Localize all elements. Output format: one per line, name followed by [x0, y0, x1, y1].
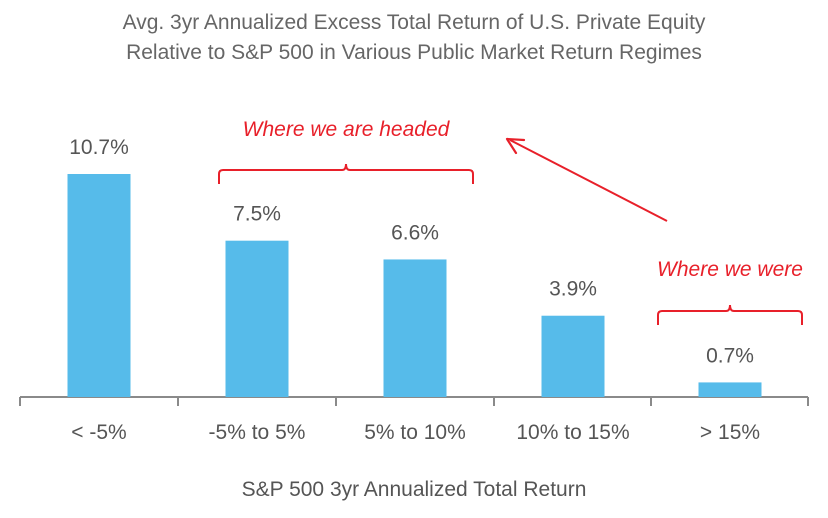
data-label: 10.7%: [69, 136, 129, 159]
bar: [541, 315, 605, 397]
bracket-where-we-are-headed: [218, 163, 474, 184]
bar: [383, 259, 447, 397]
x-tick-label: > 15%: [700, 421, 760, 444]
bracket-where-we-were: [657, 304, 803, 325]
x-axis-label: S&P 500 3yr Annualized Total Return: [241, 478, 587, 501]
annotation-where-we-were: Where we were: [657, 258, 803, 281]
annotation-where-we-are-headed: Where we are headed: [243, 118, 451, 141]
chart-title-line-1: Avg. 3yr Annualized Excess Total Return …: [122, 11, 706, 34]
bar: [67, 174, 131, 397]
annotation-arrow: [509, 139, 668, 222]
x-tick-label: -5% to 5%: [209, 421, 306, 444]
data-label: 6.6%: [391, 221, 439, 244]
chart-title: Avg. 3yr Annualized Excess Total Return …: [0, 8, 828, 68]
x-tick-label: < -5%: [71, 421, 126, 444]
arrow-head: [505, 137, 526, 155]
chart-title-line-2: Relative to S&P 500 in Various Public Ma…: [126, 41, 702, 64]
bar: [698, 382, 762, 397]
x-tick-label: 10% to 15%: [516, 421, 629, 444]
bar: [225, 240, 289, 397]
data-label: 7.5%: [233, 203, 281, 226]
data-label: 3.9%: [549, 278, 597, 301]
bar-chart: 10.7% < -5% 7.5% -5% to 5% 6.6% 5% to 10% 3.9%…: [19, 118, 809, 444]
data-label: 0.7%: [706, 344, 754, 367]
x-tick-label: 5% to 10%: [364, 421, 466, 444]
